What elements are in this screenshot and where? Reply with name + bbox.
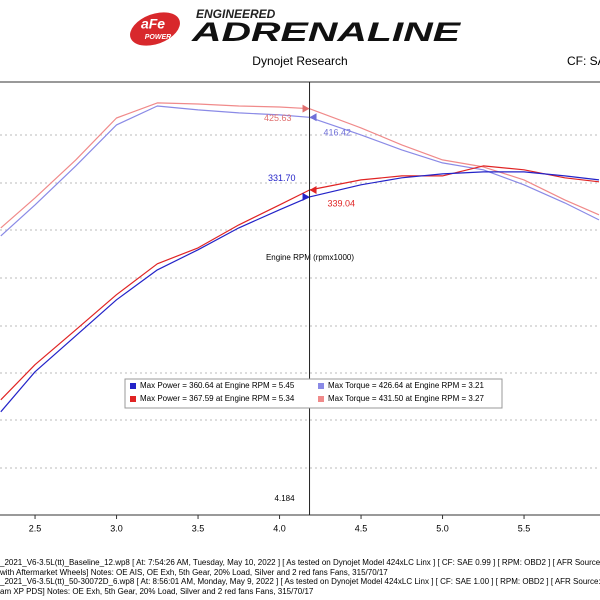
series-line (0, 165, 600, 401)
readout-marker (309, 185, 317, 194)
footer-line: _2021_V6-3.5L(tt)_Baseline_12.wp8 [ At: … (0, 558, 600, 567)
x-tick-label: 3.0 (110, 523, 123, 533)
x-axis-label: Engine RPM (rpmx1000) (266, 253, 354, 262)
x-tick-label: 5.5 (518, 523, 531, 533)
logo-badge (130, 12, 180, 46)
x-tick-label: 2.5 (29, 523, 42, 533)
readout-marker (302, 104, 310, 113)
series-line (0, 105, 600, 237)
footer-line: _2021_V6-3.5L(tt)_50-30072D_6.wp8 [ At: … (0, 577, 600, 586)
readout-label: 331.70 (268, 173, 296, 183)
tagline: ENGINEERED (196, 7, 276, 21)
x-tick-label: 5.0 (436, 523, 449, 533)
readout-label: 339.04 (328, 198, 356, 208)
subtitle: Dynojet Research (252, 54, 347, 68)
brand: ADRENALINE (190, 17, 461, 47)
cursor-label-box (269, 492, 300, 505)
x-tick-label: 3.5 (192, 523, 205, 533)
logo-badge-sub: POWER (145, 34, 171, 41)
series-line (0, 171, 600, 413)
legend-swatch (318, 383, 324, 389)
legend-swatch (318, 396, 324, 402)
readout-marker (309, 113, 317, 122)
footer-line: am XP PDS] Notes: OE Exh, 5th Gear, 20% … (0, 587, 314, 596)
footer-line: with Aftermarket Wheels] Notes: OE AIS, … (0, 568, 388, 577)
legend-label: Max Torque = 431.50 at Engine RPM = 3.27 (328, 394, 485, 403)
x-tick-label: 4.0 (273, 523, 286, 533)
legend-label: Max Power = 360.64 at Engine RPM = 5.45 (140, 381, 295, 390)
legend-box (124, 378, 503, 409)
readout-label: 425.63 (264, 113, 292, 123)
legend-label: Max Torque = 426.64 at Engine RPM = 3.21 (328, 381, 485, 390)
plot: 2.5 3.0 3.5 4.0 4.5 5.0 5.5 4.184 331.70 339.04 41… (0, 82, 600, 533)
legend-label: Max Power = 367.59 at Engine RPM = 5.34 (140, 394, 295, 403)
series-line (0, 102, 600, 229)
readout-marker (302, 192, 310, 201)
x-tick-label: 4.5 (355, 523, 368, 533)
readout-label: 416.42 (324, 128, 352, 138)
logo-badge-text: aFe (141, 16, 165, 32)
cursor-label: 4.184 (275, 494, 296, 503)
legend-swatch (130, 396, 136, 402)
cf-label: CF: SA (567, 54, 600, 68)
legend-swatch (130, 383, 136, 389)
